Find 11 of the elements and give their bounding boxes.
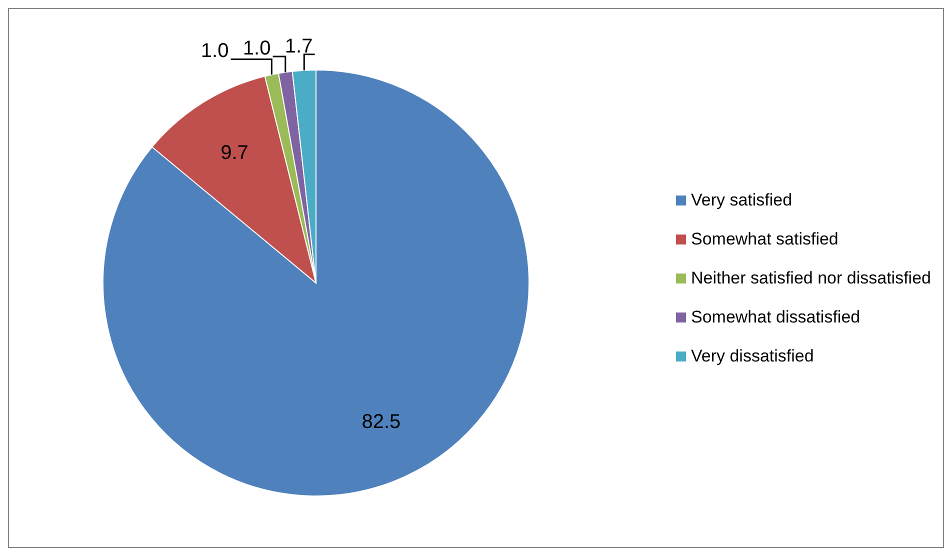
data-label: 1.7 bbox=[284, 35, 313, 58]
data-label: 82.5 bbox=[362, 410, 401, 433]
legend-label: Very satisfied bbox=[690, 190, 792, 212]
pie-slice bbox=[102, 70, 530, 496]
legend-label: Very dissatisfied bbox=[690, 346, 814, 368]
data-label: 1.0 bbox=[242, 37, 271, 60]
data-label: 1.0 bbox=[200, 40, 229, 62]
data-label: 9.7 bbox=[220, 142, 248, 164]
legend-label: Somewhat dissatisfied bbox=[690, 306, 860, 328]
legend-label: Somewhat satisfied bbox=[690, 228, 838, 250]
legend-label: Neither satisfied nor dissatisfied bbox=[690, 268, 931, 290]
